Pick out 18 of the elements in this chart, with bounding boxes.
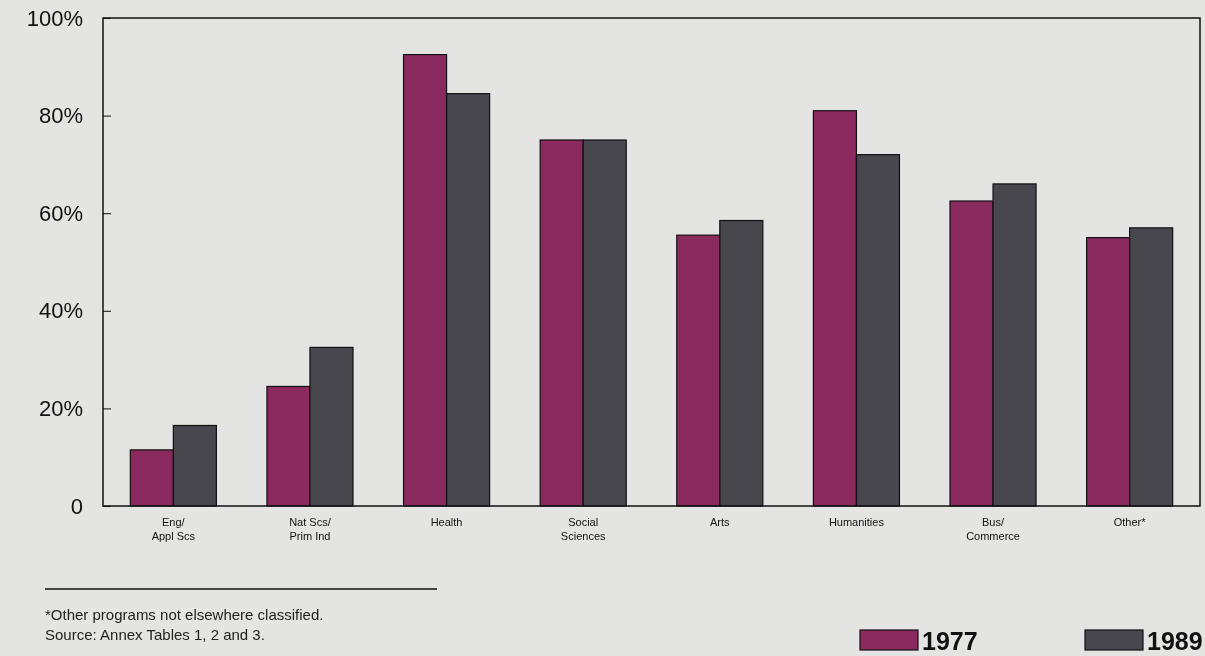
y-tick-label: 40% (38, 298, 83, 324)
x-tick-label: Other* (1113, 516, 1147, 528)
x-tick-label: Health (430, 516, 463, 528)
x-tick-label: Arts (710, 516, 731, 528)
y-tick-label: 80% (38, 103, 83, 129)
y-tick-label: 20% (38, 395, 83, 421)
y-tick-label: 100% (26, 5, 83, 31)
legend-label: 1989 (1147, 627, 1203, 655)
x-tick-label: Eng/ Appl Scs (151, 516, 196, 542)
x-tick-label: Nat Scs/ Prim Ind (289, 516, 332, 542)
source-note: Source: Annex Tables 1, 2 and 3. (45, 626, 265, 643)
x-tick-label: Humanities (828, 516, 885, 528)
y-tick-label: 60% (38, 200, 83, 226)
legend-label: 1977 (922, 627, 978, 655)
y-tick-label: 0 (70, 493, 83, 519)
x-tick-label: Bus/ Commerce (966, 516, 1020, 542)
text: *Other programs not elsewhere classified. (45, 606, 324, 623)
x-tick-label: Social Sciences (560, 516, 607, 542)
